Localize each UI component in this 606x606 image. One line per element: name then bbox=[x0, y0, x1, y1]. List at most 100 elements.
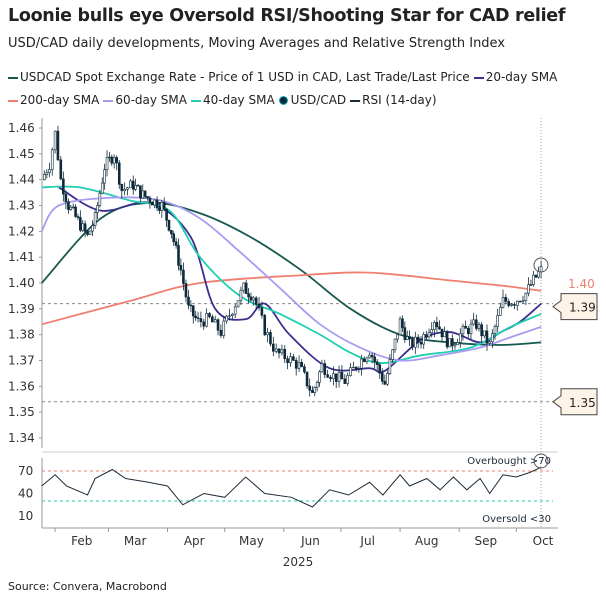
candle bbox=[388, 359, 392, 374]
candle bbox=[450, 338, 454, 347]
line-swatch-icon bbox=[8, 99, 18, 102]
y-tick-label: 1.41 bbox=[8, 250, 35, 264]
candle bbox=[513, 304, 516, 306]
candle bbox=[247, 293, 250, 298]
spot-rate-line bbox=[41, 201, 542, 346]
candle bbox=[141, 190, 145, 199]
candle bbox=[105, 157, 109, 171]
candle bbox=[172, 233, 176, 243]
candle bbox=[435, 322, 439, 328]
candle bbox=[274, 348, 278, 352]
y-tick-label: 1.39 bbox=[8, 302, 35, 316]
candle bbox=[202, 321, 206, 327]
rsi-circle bbox=[533, 453, 549, 469]
rsi-tick-label: 70 bbox=[18, 464, 33, 478]
candle bbox=[521, 300, 525, 302]
candle bbox=[391, 349, 394, 360]
candle bbox=[405, 336, 409, 340]
candle bbox=[529, 284, 533, 286]
candle bbox=[422, 334, 426, 345]
candle bbox=[524, 292, 528, 301]
candle bbox=[158, 207, 161, 211]
legend-item: 200-day SMA bbox=[8, 89, 99, 112]
candle bbox=[129, 180, 132, 189]
candle bbox=[134, 185, 137, 190]
y-tick-label: 1.45 bbox=[8, 147, 35, 161]
candle bbox=[62, 178, 65, 195]
candle bbox=[292, 356, 295, 361]
candle bbox=[329, 376, 332, 380]
candle bbox=[242, 282, 246, 291]
candle bbox=[419, 341, 423, 345]
candle bbox=[117, 162, 121, 185]
candle bbox=[187, 296, 190, 306]
sma-200-last-value: 1.40 bbox=[568, 277, 595, 291]
callout-1-39-label: 1.39 bbox=[569, 301, 596, 315]
candle bbox=[472, 319, 475, 325]
candle bbox=[50, 149, 54, 170]
legend-label: 60-day SMA bbox=[115, 93, 187, 107]
candle bbox=[139, 185, 142, 199]
x-axis-year-label: 2025 bbox=[283, 555, 314, 569]
rsi-tick-label: 10 bbox=[18, 509, 33, 523]
candle bbox=[174, 241, 178, 246]
candle bbox=[289, 356, 292, 364]
legend-label: USDCAD Spot Exchange Rate - Price of 1 U… bbox=[20, 70, 470, 84]
candle bbox=[504, 297, 508, 302]
candle bbox=[216, 319, 220, 331]
candle bbox=[386, 373, 389, 385]
candle bbox=[123, 188, 126, 192]
candle bbox=[337, 371, 341, 382]
candle bbox=[266, 332, 269, 336]
candle bbox=[184, 283, 188, 298]
candle bbox=[150, 202, 154, 206]
candle bbox=[440, 328, 444, 338]
candle bbox=[475, 319, 478, 329]
legend-item: USDCAD Spot Exchange Rate - Price of 1 U… bbox=[8, 66, 470, 89]
line-swatch-icon bbox=[103, 99, 114, 102]
candle bbox=[48, 169, 51, 173]
candle bbox=[315, 382, 319, 388]
callout-1-39-box bbox=[552, 293, 598, 321]
shooting-star-circle bbox=[533, 257, 549, 273]
candle bbox=[42, 174, 46, 180]
line-swatch-icon bbox=[350, 99, 361, 102]
y-tick-label: 1.42 bbox=[8, 224, 35, 238]
candle bbox=[136, 185, 140, 187]
candle bbox=[305, 371, 309, 387]
candle bbox=[537, 271, 540, 278]
candle bbox=[64, 193, 68, 203]
candle bbox=[165, 208, 168, 221]
candle bbox=[280, 349, 284, 354]
candle bbox=[244, 282, 248, 294]
candle bbox=[110, 156, 114, 164]
candle bbox=[233, 306, 237, 315]
legend: USDCAD Spot Exchange Rate - Price of 1 U… bbox=[8, 66, 606, 112]
x-tick-label: Apr bbox=[184, 534, 205, 548]
candle bbox=[225, 315, 228, 322]
sma-200-line bbox=[41, 271, 542, 326]
candle bbox=[257, 304, 261, 308]
candle bbox=[510, 304, 513, 306]
candle bbox=[160, 202, 164, 211]
x-tick-label: Feb bbox=[71, 534, 92, 548]
candle bbox=[131, 180, 135, 190]
candle bbox=[79, 217, 82, 231]
candle bbox=[396, 334, 399, 340]
callout-1-35-box bbox=[552, 388, 598, 416]
candle bbox=[483, 330, 486, 337]
oversold-label: Oversold <30 bbox=[482, 514, 551, 525]
candle bbox=[236, 300, 240, 308]
candle bbox=[91, 225, 94, 232]
candle bbox=[362, 358, 366, 362]
candle bbox=[398, 318, 402, 336]
candle bbox=[69, 206, 73, 210]
candle bbox=[222, 320, 226, 336]
callout-1-35-label: 1.35 bbox=[569, 396, 596, 410]
candle bbox=[74, 206, 77, 217]
candle bbox=[427, 332, 431, 338]
candle bbox=[326, 374, 329, 378]
candle bbox=[352, 366, 355, 369]
candle bbox=[445, 331, 449, 348]
